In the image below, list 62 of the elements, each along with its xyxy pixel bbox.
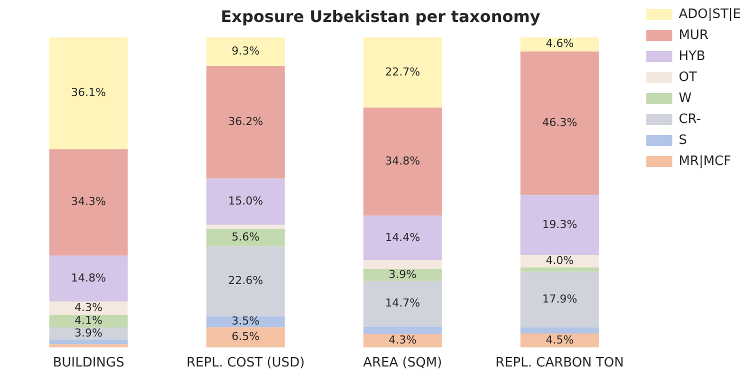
bar	[520, 51, 599, 196]
bar	[363, 260, 442, 269]
data-label: 34.8%	[385, 154, 420, 168]
bar	[49, 149, 128, 256]
data-label: 46.3%	[542, 116, 578, 130]
data-label: 19.3%	[542, 218, 578, 231]
data-label: 9.3%	[232, 44, 260, 58]
data-label: 36.1%	[71, 86, 106, 100]
data-label: 14.8%	[71, 271, 106, 284]
data-label: 4.1%	[74, 314, 102, 328]
bar	[520, 272, 599, 328]
data-label: 5.6%	[232, 230, 260, 244]
data-label: 4.5%	[546, 333, 574, 346]
bar	[520, 327, 599, 334]
bar	[206, 246, 285, 316]
x-tick-label: BUILDINGS	[52, 356, 124, 371]
legend-label: ADO|ST|E	[678, 6, 742, 22]
bar	[206, 178, 285, 225]
bar	[206, 37, 285, 66]
data-label: 14.7%	[385, 296, 420, 310]
data-label: 3.5%	[232, 314, 260, 328]
legend-label: OT	[678, 70, 697, 85]
x-tick-label: REPL. CARBON TON	[496, 356, 624, 371]
bar	[49, 301, 128, 315]
bar	[206, 66, 285, 178]
bar	[49, 256, 128, 302]
bar	[206, 327, 285, 348]
data-label: 14.4%	[385, 230, 420, 244]
legend-label: CR-	[678, 112, 702, 127]
bar	[49, 340, 128, 344]
bar	[363, 326, 442, 334]
data-label: 15.0%	[228, 194, 264, 208]
bar	[520, 195, 599, 255]
bar	[520, 267, 599, 272]
x-tick-label: REPL. COST (USD)	[186, 356, 305, 371]
bar	[206, 224, 285, 229]
bar	[206, 228, 285, 246]
data-label: 4.3%	[74, 301, 102, 314]
data-label: 3.9%	[388, 268, 417, 281]
bar	[520, 254, 599, 268]
data-label: 4.6%	[546, 37, 574, 50]
bar	[363, 108, 442, 216]
legend-label: S	[678, 132, 687, 148]
data-label: 22.7%	[385, 65, 420, 78]
chart-title: Exposure Uzbekistan per taxonomy	[220, 6, 541, 26]
bar	[363, 281, 442, 327]
legend-label: MR|MCF	[678, 154, 732, 169]
data-label: 6.5%	[232, 330, 260, 344]
data-label: 17.9%	[542, 292, 578, 306]
data-label: 4.3%	[388, 334, 417, 347]
bar	[363, 37, 442, 108]
legend-label: W	[678, 90, 692, 106]
data-label: 34.3%	[71, 195, 106, 208]
legend-label: MUR	[678, 28, 708, 43]
data-label: 22.6%	[228, 274, 264, 288]
bar	[49, 37, 128, 150]
data-label: 3.9%	[74, 326, 102, 340]
data-label: 36.2%	[228, 115, 264, 128]
data-label: 4.0%	[546, 254, 574, 268]
legend-label: HYB	[678, 48, 706, 64]
x-tick-label: AREA (SQM)	[363, 356, 442, 371]
bar	[363, 216, 442, 260]
